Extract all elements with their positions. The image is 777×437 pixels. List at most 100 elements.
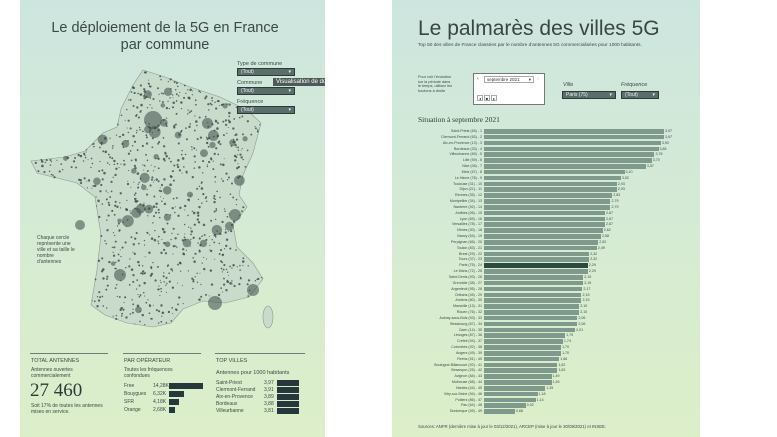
commune-circle[interactable]: [72, 160, 76, 163]
commune-circle[interactable]: [235, 133, 238, 136]
commune-circle[interactable]: [194, 99, 197, 102]
commune-circle[interactable]: [155, 178, 158, 181]
commune-circle[interactable]: [204, 115, 207, 118]
commune-circle[interactable]: [235, 204, 238, 206]
commune-circle[interactable]: [158, 211, 160, 214]
operator-bar[interactable]: [169, 383, 203, 389]
commune-circle[interactable]: [143, 97, 146, 100]
commune-circle[interactable]: [254, 126, 256, 128]
commune-circle[interactable]: [145, 134, 148, 137]
commune-circle[interactable]: [100, 270, 104, 273]
bar[interactable]: [484, 129, 664, 134]
commune-circle[interactable]: [238, 116, 241, 119]
commune-circle[interactable]: [203, 267, 206, 271]
commune-circle[interactable]: [172, 286, 174, 288]
commune-circle[interactable]: [160, 196, 162, 198]
commune-circle[interactable]: [135, 114, 138, 118]
commune-circle[interactable]: [215, 209, 218, 212]
commune-circle[interactable]: [174, 89, 177, 91]
commune-circle[interactable]: [198, 90, 201, 93]
commune-circle[interactable]: [195, 149, 197, 151]
bar[interactable]: [484, 152, 655, 157]
commune-circle[interactable]: [99, 146, 101, 149]
commune-circle[interactable]: [106, 162, 109, 164]
commune-circle[interactable]: [190, 110, 193, 112]
commune-circle[interactable]: [146, 169, 149, 172]
commune-circle[interactable]: [158, 93, 160, 95]
commune-circle[interactable]: [187, 198, 189, 201]
bar[interactable]: [484, 146, 659, 152]
commune-circle[interactable]: [130, 186, 132, 188]
commune-circle[interactable]: [148, 83, 151, 85]
commune-circle[interactable]: [93, 145, 95, 148]
commune-circle[interactable]: [203, 256, 205, 259]
commune-circle[interactable]: [180, 101, 183, 104]
commune-circle[interactable]: [193, 223, 196, 226]
commune-circle[interactable]: [242, 257, 245, 260]
commune-circle[interactable]: [207, 122, 209, 124]
play-forward-button[interactable]: ▸: [491, 95, 497, 101]
commune-circle[interactable]: [161, 238, 163, 240]
commune-circle[interactable]: [225, 289, 228, 292]
commune-circle[interactable]: [177, 303, 179, 306]
commune-circle[interactable]: [115, 284, 118, 286]
commune-circle[interactable]: [196, 272, 198, 275]
commune-circle[interactable]: [162, 137, 165, 139]
commune-circle[interactable]: [50, 161, 53, 163]
commune-circle[interactable]: [160, 118, 168, 127]
commune-circle[interactable]: [209, 269, 213, 272]
commune-circle[interactable]: [182, 302, 184, 305]
commune-circle[interactable]: [191, 149, 193, 151]
bar[interactable]: [484, 222, 606, 228]
commune-circle[interactable]: [134, 323, 136, 325]
commune-circle[interactable]: [180, 107, 183, 110]
commune-circle[interactable]: [171, 270, 174, 272]
commune-circle[interactable]: [126, 108, 128, 111]
commune-circle[interactable]: [140, 93, 143, 96]
commune-circle[interactable]: [160, 183, 164, 187]
commune-circle[interactable]: [156, 87, 159, 90]
commune-circle[interactable]: [239, 153, 242, 156]
commune-circle[interactable]: [213, 129, 216, 132]
commune-circle[interactable]: [149, 97, 152, 99]
commune-circle[interactable]: [100, 144, 103, 146]
city-filter-select[interactable]: Paris (75) ▾: [562, 91, 616, 99]
commune-circle[interactable]: [157, 142, 160, 145]
commune-circle[interactable]: [137, 183, 139, 185]
commune-circle[interactable]: [237, 154, 239, 156]
filter-commune-select[interactable]: (Tout) ▾: [237, 87, 295, 95]
commune-circle[interactable]: [257, 277, 260, 281]
commune-circle[interactable]: [169, 175, 173, 178]
commune-circle[interactable]: [188, 200, 190, 202]
commune-circle[interactable]: [177, 214, 180, 217]
commune-circle[interactable]: [119, 207, 122, 209]
commune-circle[interactable]: [131, 311, 134, 314]
commune-circle[interactable]: [63, 155, 69, 161]
commune-circle[interactable]: [143, 164, 146, 167]
commune-circle[interactable]: [123, 163, 126, 166]
commune-circle[interactable]: [120, 315, 123, 317]
commune-circle[interactable]: [246, 283, 249, 286]
commune-circle[interactable]: [174, 123, 177, 126]
commune-circle[interactable]: [132, 274, 135, 277]
commune-circle[interactable]: [48, 170, 51, 173]
commune-circle[interactable]: [90, 157, 93, 160]
commune-circle[interactable]: [147, 215, 149, 217]
commune-circle[interactable]: [185, 138, 188, 141]
commune-circle[interactable]: [230, 230, 233, 233]
commune-circle[interactable]: [261, 276, 263, 279]
commune-circle[interactable]: [157, 208, 160, 211]
commune-circle[interactable]: [136, 279, 139, 281]
commune-circle[interactable]: [213, 241, 216, 244]
commune-circle[interactable]: [118, 229, 121, 232]
commune-circle[interactable]: [120, 114, 123, 117]
commune-circle[interactable]: [112, 251, 114, 254]
commune-circle[interactable]: [170, 238, 172, 241]
commune-circle[interactable]: [226, 279, 229, 282]
commune-circle[interactable]: [157, 242, 160, 245]
commune-circle[interactable]: [182, 248, 185, 251]
bar[interactable]: [484, 134, 664, 140]
commune-circle[interactable]: [259, 124, 261, 126]
commune-circle[interactable]: [192, 211, 196, 215]
commune-circle[interactable]: [99, 296, 102, 299]
